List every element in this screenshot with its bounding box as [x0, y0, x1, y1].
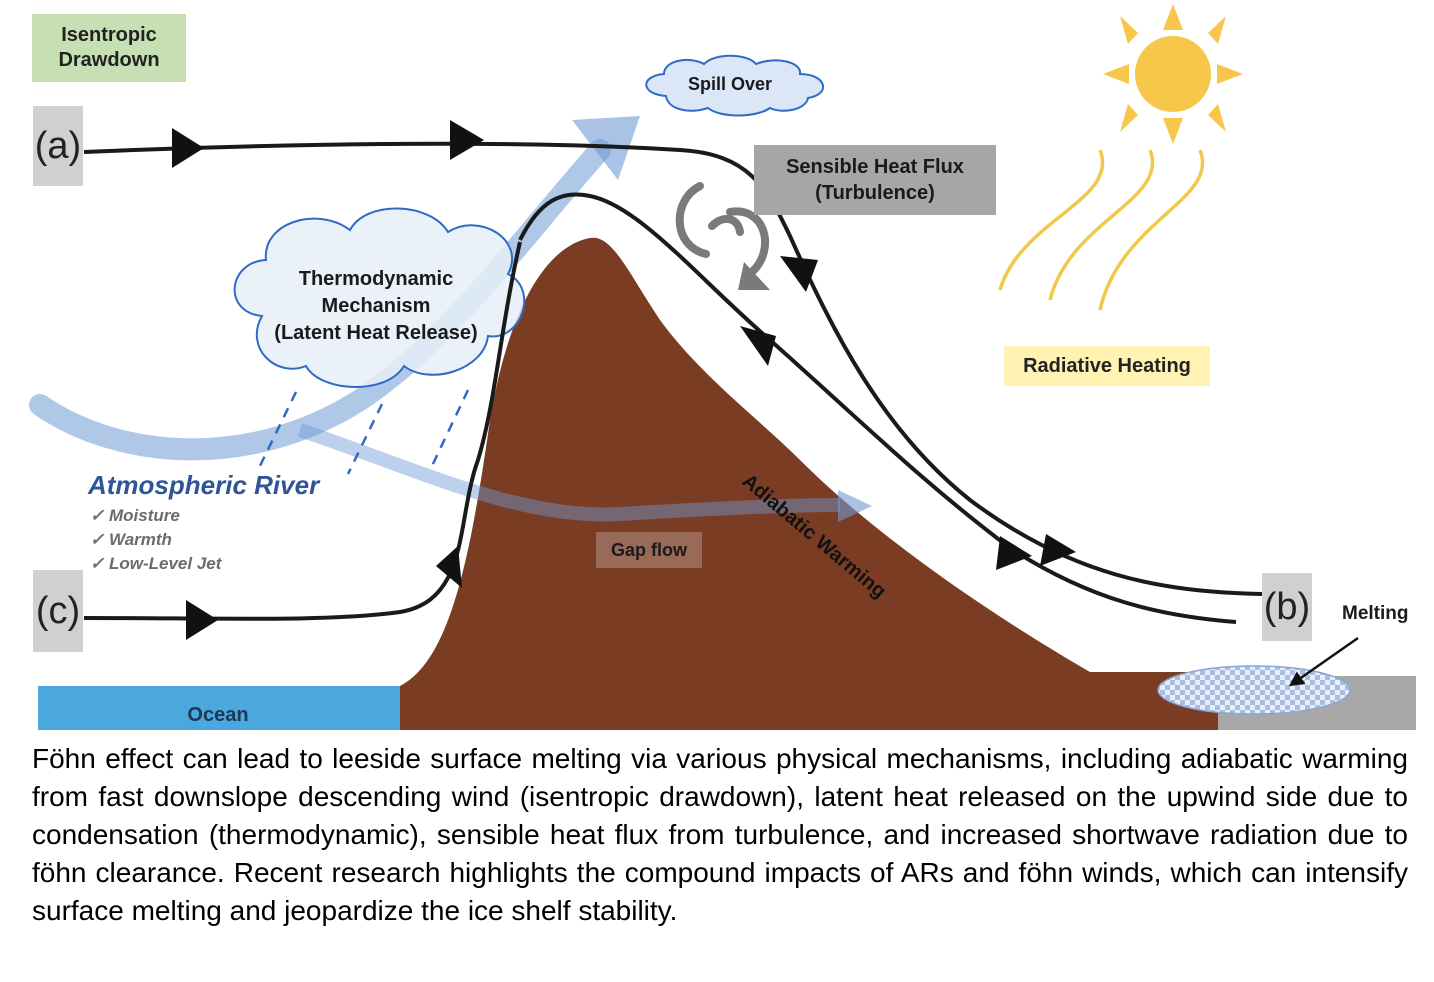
ar-feature-warmth: ✓ Warmth: [90, 530, 172, 549]
label-a: (a): [33, 106, 83, 186]
ocean-label: Ocean: [187, 704, 249, 726]
melting-label: Melting: [1342, 603, 1409, 624]
foehn-diagram: [29, 4, 1416, 730]
sensible-heat-flux-label: Sensible Heat Flux (Turbulence): [754, 145, 996, 215]
ar-feature-moisture: ✓ Moisture: [90, 506, 180, 525]
radiative-heating-label: Radiative Heating: [1004, 346, 1210, 386]
figure-caption: Föhn effect can lead to leeside surface …: [32, 743, 1408, 926]
spill-over-cloud: [645, 54, 825, 117]
melt-pond-icon: [1157, 665, 1351, 715]
flow-arrowheads: [172, 120, 1076, 640]
precipitation-lines: [256, 389, 470, 475]
mountain: [400, 237, 1218, 730]
atmospheric-river-label: Atmospheric River: [88, 470, 320, 500]
turbulence-swirl-arrowhead: [738, 262, 770, 290]
gap-flow-arrow: [297, 423, 841, 522]
isentropic-drawdown-label: Isentropic Drawdown: [32, 14, 186, 82]
atmospheric-river-arrow: [29, 139, 611, 461]
gap-flow-arrowhead: [838, 490, 872, 522]
ar-feature-low-level-jet: ✓ Low-Level Jet: [90, 554, 222, 573]
thermodynamic-mechanism-label: Thermodynamic Mechanism (Latent Heat Rel…: [274, 268, 478, 344]
gap-flow-label: Gap flow: [596, 532, 702, 568]
flow-line-peak: [518, 192, 1237, 624]
ocean-block: [38, 686, 400, 730]
heat-wave-icon: [998, 149, 1205, 311]
label-b: (b): [1262, 573, 1312, 641]
cloud-icon: [233, 207, 526, 388]
melting-pointer-arrow: [1288, 636, 1359, 687]
spill-over-label: Spill Over: [687, 74, 773, 94]
label-c: (c): [33, 570, 83, 652]
turbulence-swirl-icon: [675, 182, 770, 276]
sun-icon: [1103, 4, 1243, 144]
